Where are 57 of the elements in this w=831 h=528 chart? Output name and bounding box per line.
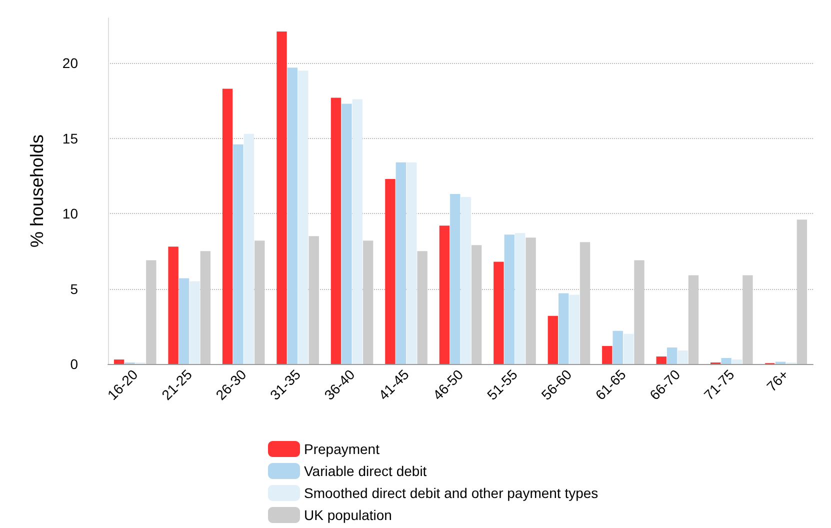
legend-label: Variable direct debit <box>304 463 427 479</box>
bar <box>417 251 428 364</box>
bar <box>233 144 244 364</box>
bar <box>178 278 190 364</box>
legend-label: Prepayment <box>304 441 380 457</box>
bar <box>796 220 808 364</box>
x-tick-label: 76+ <box>763 366 792 394</box>
bar <box>460 197 471 364</box>
bar <box>721 358 732 364</box>
y-tick-label: 5 <box>70 280 78 297</box>
bar <box>287 68 298 364</box>
bar <box>580 242 590 364</box>
bar <box>678 350 688 364</box>
bar <box>602 346 612 364</box>
bar <box>634 260 644 364</box>
bar <box>548 316 558 364</box>
bar <box>396 162 406 364</box>
bar <box>514 233 526 364</box>
bar <box>450 194 460 364</box>
bar <box>114 359 124 364</box>
bar <box>385 178 396 364</box>
bar <box>254 240 265 364</box>
bar <box>276 32 287 364</box>
legend-label: UK population <box>304 507 392 523</box>
bar <box>666 347 678 364</box>
bar <box>526 238 536 364</box>
bar <box>168 246 178 364</box>
bar <box>439 226 450 364</box>
bar <box>569 294 580 364</box>
bar <box>362 240 374 364</box>
bar <box>504 234 514 364</box>
bar <box>342 104 352 364</box>
bar <box>244 134 254 364</box>
bar <box>200 251 210 364</box>
bar <box>732 359 742 364</box>
bar <box>190 281 200 364</box>
bar <box>688 275 699 364</box>
bar <box>352 99 362 364</box>
y-tick-label: 20 <box>62 55 78 72</box>
bar <box>471 245 482 364</box>
bar <box>146 260 156 364</box>
bar <box>298 70 308 364</box>
y-tick-label: 10 <box>62 206 78 222</box>
bar <box>308 236 319 364</box>
bar <box>330 98 342 364</box>
bar <box>742 275 753 364</box>
bar <box>222 88 233 364</box>
y-tick-label: 15 <box>62 130 78 146</box>
y-tick-label: 0 <box>70 356 78 372</box>
bar <box>558 293 569 364</box>
y-axis-title: % households <box>27 134 47 248</box>
bar <box>494 262 504 364</box>
bar <box>623 334 634 364</box>
bar <box>612 330 623 364</box>
bar <box>406 162 417 364</box>
bar <box>656 356 666 364</box>
legend-label: Smoothed direct debit and other payment types <box>304 485 598 501</box>
